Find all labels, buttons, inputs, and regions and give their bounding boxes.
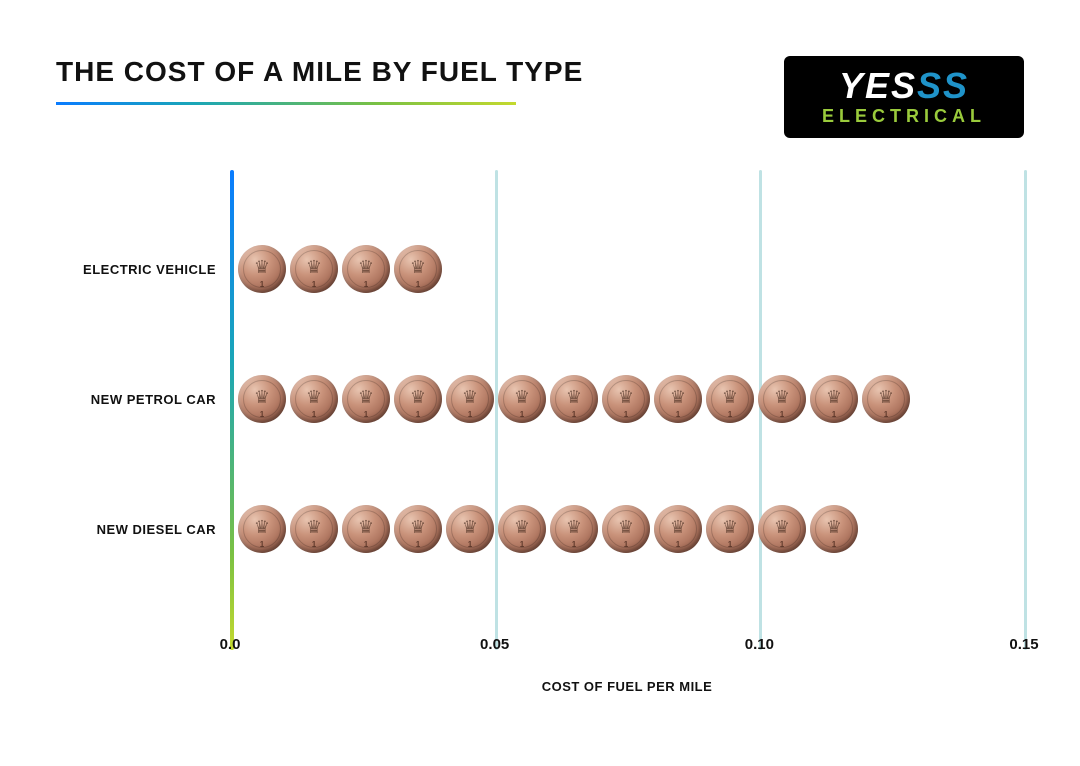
penny-coin-icon: ♛ <box>498 505 546 553</box>
infographic-container: THE COST OF A MILE BY FUEL TYPE YESSS EL… <box>0 0 1080 766</box>
penny-coin-icon: ♛ <box>654 505 702 553</box>
x-axis: COST OF FUEL PER MILE 0.00.050.100.15 <box>230 636 1024 682</box>
chart-area: ELECTRIC VEHICLE♛♛♛♛NEW PETROL CAR♛♛♛♛♛♛… <box>56 190 1024 706</box>
penny-coin-icon: ♛ <box>706 505 754 553</box>
logo-text-ss: SS <box>917 65 969 106</box>
penny-coin-icon: ♛ <box>394 505 442 553</box>
coin-bar: ♛♛♛♛♛♛♛♛♛♛♛♛ <box>238 505 858 553</box>
chart-title: THE COST OF A MILE BY FUEL TYPE <box>56 56 784 88</box>
x-tick-label: 0.10 <box>745 636 774 653</box>
penny-coin-icon: ♛ <box>290 505 338 553</box>
penny-coin-icon: ♛ <box>342 245 390 293</box>
title-underline <box>56 102 516 105</box>
penny-coin-icon: ♛ <box>342 505 390 553</box>
coin-bar: ♛♛♛♛♛♛♛♛♛♛♛♛♛ <box>238 375 910 423</box>
penny-coin-icon: ♛ <box>238 245 286 293</box>
data-row: NEW DIESEL CAR♛♛♛♛♛♛♛♛♛♛♛♛ <box>230 500 1024 558</box>
penny-coin-icon: ♛ <box>290 245 338 293</box>
chart: ELECTRIC VEHICLE♛♛♛♛NEW PETROL CAR♛♛♛♛♛♛… <box>56 190 1024 706</box>
logo-text-yes: YES <box>839 65 917 106</box>
penny-coin-icon: ♛ <box>810 505 858 553</box>
penny-coin-icon: ♛ <box>238 375 286 423</box>
brand-logo: YESSS ELECTRICAL <box>784 56 1024 138</box>
penny-coin-icon: ♛ <box>602 505 650 553</box>
penny-coin-icon: ♛ <box>342 375 390 423</box>
plot-area: ELECTRIC VEHICLE♛♛♛♛ NEW PETROL CAR♛♛♛♛♛♛… <box>230 190 1024 636</box>
row-label: NEW PETROL CAR <box>56 392 216 407</box>
penny-coin-icon: ♛ <box>654 375 702 423</box>
gridline <box>1024 170 1027 650</box>
data-row: ELECTRIC VEHICLE♛♛♛♛ <box>230 240 1024 298</box>
penny-coin-icon: ♛ <box>758 505 806 553</box>
logo-main: YESSS <box>839 68 969 104</box>
penny-coin-icon: ♛ <box>758 375 806 423</box>
x-axis-label: COST OF FUEL PER MILE <box>542 679 713 694</box>
penny-coin-icon: ♛ <box>550 505 598 553</box>
penny-coin-icon: ♛ <box>862 375 910 423</box>
x-tick-label: 0.05 <box>480 636 509 653</box>
x-tick-label: 0.0 <box>220 636 241 653</box>
penny-coin-icon: ♛ <box>394 245 442 293</box>
penny-coin-icon: ♛ <box>810 375 858 423</box>
penny-coin-icon: ♛ <box>446 505 494 553</box>
title-block: THE COST OF A MILE BY FUEL TYPE <box>56 56 784 105</box>
penny-coin-icon: ♛ <box>550 375 598 423</box>
x-tick-label: 0.15 <box>1009 636 1038 653</box>
penny-coin-icon: ♛ <box>498 375 546 423</box>
penny-coin-icon: ♛ <box>238 505 286 553</box>
logo-sub: ELECTRICAL <box>822 106 986 127</box>
coin-bar: ♛♛♛♛ <box>238 245 442 293</box>
penny-coin-icon: ♛ <box>706 375 754 423</box>
penny-coin-icon: ♛ <box>446 375 494 423</box>
penny-coin-icon: ♛ <box>394 375 442 423</box>
row-label: ELECTRIC VEHICLE <box>56 262 216 277</box>
penny-coin-icon: ♛ <box>290 375 338 423</box>
row-label: NEW DIESEL CAR <box>56 522 216 537</box>
header-row: THE COST OF A MILE BY FUEL TYPE YESSS EL… <box>56 56 1024 138</box>
data-row: NEW PETROL CAR♛♛♛♛♛♛♛♛♛♛♛♛♛ <box>230 370 1024 428</box>
penny-coin-icon: ♛ <box>602 375 650 423</box>
